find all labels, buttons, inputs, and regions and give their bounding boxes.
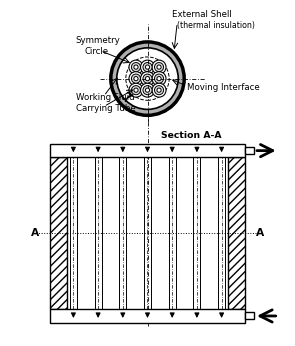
Text: Section A-A: Section A-A: [161, 131, 222, 140]
Circle shape: [157, 76, 161, 81]
Circle shape: [157, 65, 161, 69]
Circle shape: [143, 74, 152, 83]
Text: A: A: [256, 228, 264, 238]
Circle shape: [155, 74, 164, 83]
Circle shape: [134, 88, 138, 92]
Circle shape: [131, 85, 140, 95]
Bar: [228, 157, 245, 309]
Circle shape: [152, 72, 166, 85]
Circle shape: [143, 63, 152, 72]
Circle shape: [111, 42, 184, 115]
Text: Circle: Circle: [85, 47, 109, 56]
Circle shape: [155, 63, 164, 72]
Text: External Shell: External Shell: [172, 10, 232, 19]
Text: Working Fluid: Working Fluid: [76, 93, 135, 102]
Circle shape: [134, 76, 138, 81]
Text: Carrying Tube: Carrying Tube: [76, 104, 136, 113]
Circle shape: [140, 72, 155, 85]
Circle shape: [145, 76, 150, 81]
Bar: [50, 309, 245, 322]
Circle shape: [145, 65, 150, 69]
Text: Symmetry: Symmetry: [76, 36, 121, 45]
Text: Moving Interface: Moving Interface: [187, 83, 260, 92]
Circle shape: [140, 83, 155, 97]
Bar: [245, 147, 254, 154]
Circle shape: [157, 88, 161, 92]
Text: A: A: [31, 228, 39, 238]
Circle shape: [129, 72, 143, 85]
Circle shape: [129, 60, 143, 74]
Circle shape: [131, 63, 140, 72]
Circle shape: [131, 74, 140, 83]
Circle shape: [117, 48, 178, 109]
Circle shape: [134, 65, 138, 69]
Circle shape: [152, 60, 166, 74]
Circle shape: [140, 60, 155, 74]
Circle shape: [143, 85, 152, 95]
Circle shape: [152, 83, 166, 97]
Bar: [245, 312, 254, 319]
Circle shape: [155, 85, 164, 95]
Circle shape: [145, 88, 150, 92]
Bar: [50, 157, 67, 309]
Circle shape: [129, 83, 143, 97]
Text: (thermal insulation): (thermal insulation): [177, 21, 255, 30]
Bar: [50, 144, 245, 157]
